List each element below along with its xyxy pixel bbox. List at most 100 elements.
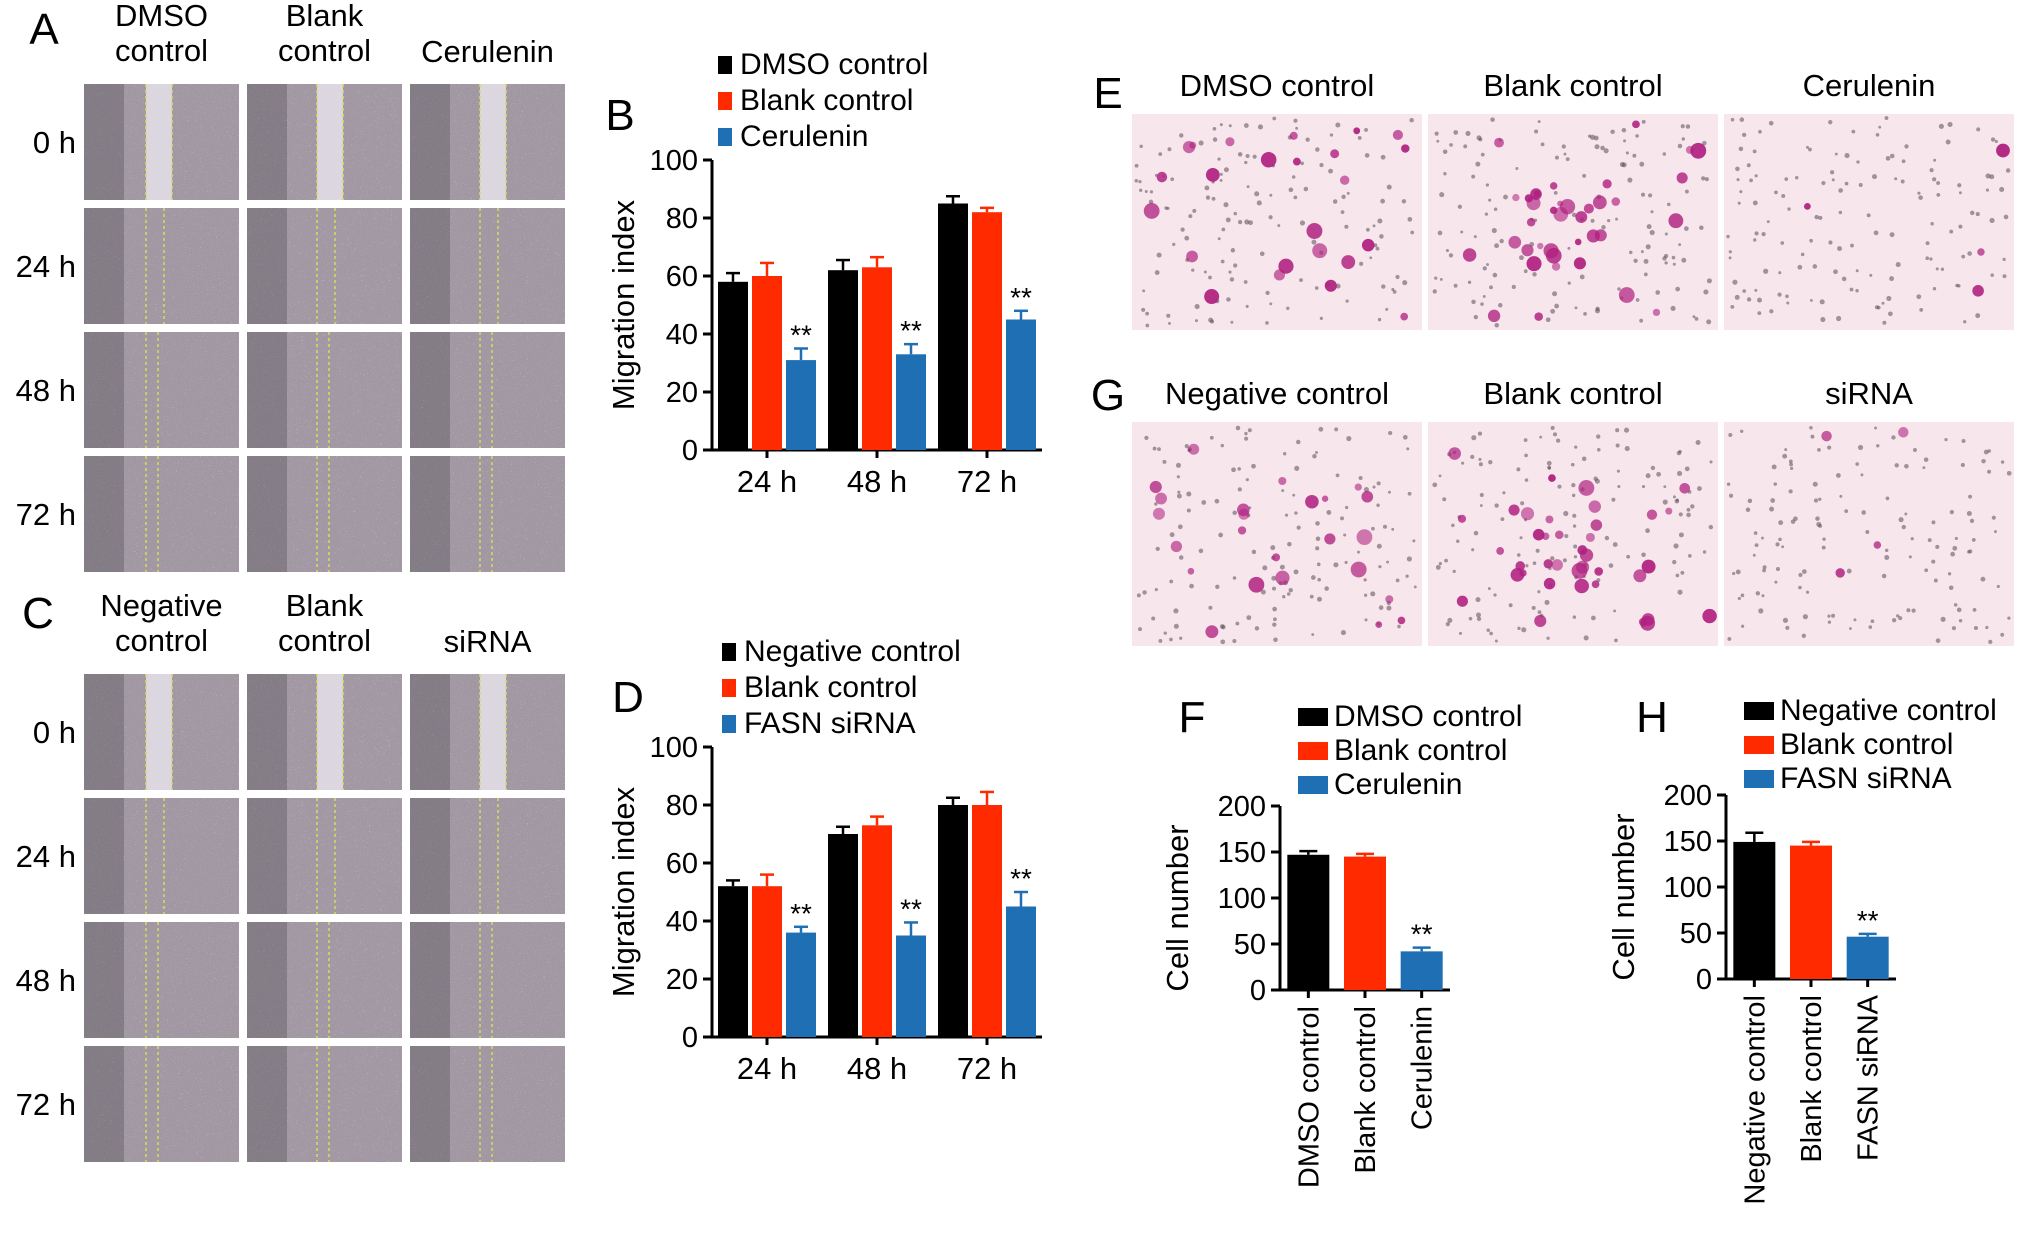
pore-dot [1595, 306, 1600, 311]
pore-dot [1655, 290, 1661, 295]
pore-dot [1676, 470, 1683, 477]
migrated-cell [1640, 615, 1656, 631]
panel-b-chart: 0 20 40 60 80 100 Migration index 24 h ** 48 h ** 7… [606, 48, 1042, 499]
pore-dot [1179, 636, 1183, 640]
pore-dot [1244, 436, 1249, 441]
pore-dot [1757, 297, 1762, 303]
pore-dot [1372, 485, 1376, 489]
pore-dot [1214, 498, 1220, 504]
pore-dot [1904, 144, 1909, 149]
bar [718, 886, 748, 1037]
pore-dot [1244, 160, 1248, 165]
pore-dot [1550, 425, 1555, 431]
pore-dot [1334, 427, 1339, 432]
y-tick-label: 200 [1218, 791, 1266, 823]
pore-dot [1377, 317, 1382, 322]
pore-dot [1486, 628, 1491, 633]
pore-dot [1924, 568, 1929, 573]
image-vignette [247, 798, 287, 914]
pore-dot [1730, 117, 1735, 122]
panel-a-col-header-2: Cerulenin [421, 34, 554, 69]
pore-dot [1648, 193, 1653, 198]
migrated-cell [1341, 255, 1356, 269]
x-tick-label: 48 h [847, 464, 907, 499]
pore-dot [1482, 295, 1486, 298]
pore-dot [1745, 507, 1751, 512]
pore-dot [1747, 498, 1753, 504]
pore-dot [1346, 435, 1352, 442]
pore-dot [1328, 168, 1333, 174]
pore-dot [1217, 157, 1221, 161]
pore-dot [1906, 608, 1911, 613]
pore-dot [2007, 616, 2011, 620]
pore-dot [1855, 288, 1859, 293]
migrated-cell [1225, 137, 1235, 147]
pore-dot [1539, 435, 1543, 439]
pore-dot [1820, 317, 1826, 323]
scratch-gap [317, 674, 343, 790]
pore-dot [1778, 537, 1782, 542]
pore-dot [1244, 219, 1250, 225]
pore-dot [1287, 541, 1292, 547]
pore-dot [1144, 190, 1148, 193]
panel-c-scratch-image [84, 674, 239, 790]
pore-dot [2002, 257, 2006, 262]
pore-dot [1929, 168, 1934, 173]
migrated-cell [1361, 490, 1374, 503]
migrated-cell [1545, 515, 1554, 524]
pore-dot [1357, 550, 1360, 554]
pore-dot [1262, 565, 1268, 571]
pore-dot [1706, 278, 1712, 284]
pore-dot [1237, 487, 1242, 492]
pore-dot [1938, 123, 1944, 129]
panel-g-transwell-image [1428, 422, 1718, 646]
pore-dot [1525, 564, 1529, 568]
panel-g-col-header-2: siRNA [1825, 376, 1913, 411]
pore-dot [1494, 503, 1499, 508]
pore-dot [1176, 493, 1182, 499]
image-vignette [247, 674, 287, 790]
pore-dot [1604, 535, 1610, 541]
pore-dot [1492, 272, 1498, 278]
migrated-cell [1278, 476, 1287, 486]
pore-dot [1930, 222, 1934, 226]
panel-a-row-label-3: 72 h [16, 497, 76, 532]
panel-a-col-header-1: control [278, 33, 371, 68]
pore-dot [1326, 509, 1332, 515]
migrated-cell [1541, 532, 1550, 540]
pore-dot [1225, 217, 1231, 223]
bar [718, 281, 748, 450]
pore-dot [1138, 627, 1142, 632]
migrated-cell [1143, 203, 1160, 219]
pore-dot [1168, 321, 1171, 325]
legend-swatch [718, 56, 732, 74]
pore-dot [1268, 215, 1273, 220]
pore-dot [1683, 226, 1689, 231]
pore-dot [1162, 459, 1167, 464]
pore-dot [1141, 307, 1146, 312]
panel-a-scratch-image [247, 208, 402, 324]
pore-dot [1858, 183, 1863, 188]
pore-dot [1386, 560, 1390, 564]
image-vignette [410, 332, 450, 448]
legend-label: Cerulenin [1334, 768, 1462, 801]
pore-dot [1478, 462, 1483, 467]
pore-dot [1364, 127, 1368, 132]
pore-dot [1579, 274, 1585, 280]
panel-c-scratch-image [247, 1046, 402, 1162]
pore-dot [1391, 287, 1395, 291]
pore-dot [1574, 445, 1578, 449]
migrated-cell [1646, 509, 1658, 520]
pore-dot [1819, 299, 1825, 305]
migrated-cell [1324, 533, 1336, 545]
pore-dot [1985, 173, 1991, 179]
migrated-cell [1588, 500, 1601, 513]
image-dots [84, 798, 239, 914]
y-tick-label: 200 [1664, 780, 1712, 812]
pore-dot [1615, 217, 1619, 221]
migrated-cell [1555, 530, 1564, 540]
migrated-cell [1835, 568, 1845, 578]
pore-dot [1727, 637, 1732, 641]
pore-dot [1948, 585, 1954, 590]
